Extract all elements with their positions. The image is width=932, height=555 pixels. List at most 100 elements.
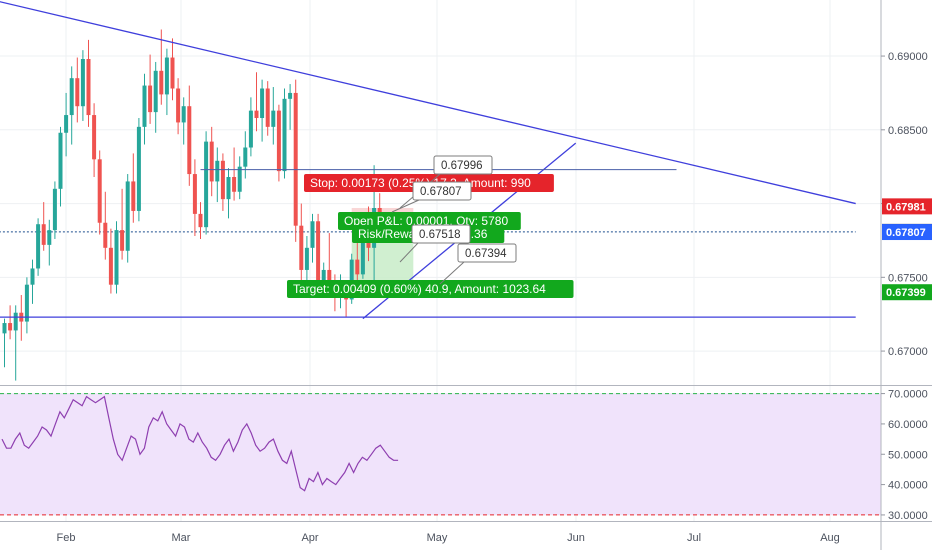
price-tick-label: 0.69000 (888, 51, 928, 63)
candle-body (159, 70, 164, 95)
position-labels-layer: Stop: 0.00173 (0.25%) 17.3, Amount: 990O… (287, 155, 574, 298)
time-tick-label: Feb (57, 532, 76, 544)
candle (260, 79, 265, 142)
candle-body (181, 106, 186, 123)
callout-mid-leader (399, 242, 419, 263)
candle (2, 318, 7, 368)
candle-body (131, 181, 136, 211)
candle-body (75, 78, 80, 107)
candle (80, 50, 85, 121)
candle (108, 228, 113, 294)
candle (164, 48, 169, 116)
candle (8, 305, 13, 340)
rsi-tick-label: 30.0000 (888, 510, 928, 522)
candle (282, 88, 287, 179)
callout-close-text: 0.67807 (420, 186, 462, 198)
rsi-line (1, 395, 399, 492)
candles-layer (2, 29, 382, 381)
price-tick-label: 0.67500 (888, 272, 928, 284)
candle (198, 202, 203, 239)
candle (243, 131, 248, 179)
callout-mid-text: 0.67518 (419, 229, 461, 241)
callout-close: 0.67807 (391, 181, 472, 213)
rsi-tick-label: 60.0000 (888, 419, 928, 431)
candle (310, 213, 315, 263)
price-label-text: 0.67807 (886, 227, 926, 239)
candle-body (355, 259, 360, 275)
candle (271, 87, 276, 145)
candle (47, 219, 52, 266)
callout-close-box (412, 181, 472, 201)
candle (103, 191, 108, 260)
candle-body (349, 259, 354, 300)
candle (187, 85, 192, 186)
candle-body (125, 181, 130, 251)
candle-body (226, 177, 231, 200)
candle (204, 131, 209, 235)
callout-mid-box (411, 224, 471, 244)
callout-high-box (433, 155, 493, 175)
price-label-bg (882, 284, 932, 301)
candle (30, 259, 35, 304)
candle (64, 92, 69, 157)
candle-body (260, 88, 265, 119)
candle (237, 156, 242, 200)
candle-body (237, 166, 242, 192)
trendline-descending-resistance (0, 1, 856, 205)
callout-low: 0.67394 (439, 243, 517, 285)
candle-body (47, 230, 52, 245)
candle-body (64, 115, 69, 133)
candle (97, 150, 102, 235)
rsi-tick-label: 40.0000 (888, 480, 928, 492)
candle (176, 78, 181, 135)
candle-body (69, 78, 74, 116)
candle-body (92, 115, 97, 160)
time-tick-label: Apr (301, 532, 318, 544)
candle (92, 103, 97, 178)
candle (209, 126, 214, 197)
candle (159, 29, 164, 105)
candle-body (204, 141, 209, 228)
candle (69, 66, 74, 145)
candle (13, 305, 18, 381)
candle-body (215, 160, 220, 182)
candle-body (58, 132, 63, 189)
candle-body (254, 110, 259, 119)
candle-body (232, 177, 237, 192)
callout-low-text: 0.67394 (465, 248, 507, 260)
candle-body (243, 147, 248, 167)
candle-body (97, 159, 102, 223)
candle-body (282, 98, 287, 172)
candle-body (310, 221, 315, 248)
price-tick-label: 0.67000 (888, 346, 928, 358)
candle (276, 104, 281, 182)
candle-body (80, 59, 85, 107)
price-label-text: 0.67981 (886, 201, 926, 213)
candle-body (271, 110, 276, 127)
candle (120, 188, 125, 260)
target-label: Target: 0.00409 (0.60%) 40.9, Amount: 10… (287, 280, 574, 298)
candle (265, 81, 270, 136)
time-tick-label: Mar (172, 532, 191, 544)
candle (75, 57, 80, 123)
callout-mid: 0.67518 (399, 224, 471, 263)
callout-close-leader (391, 199, 420, 213)
candle (142, 73, 147, 145)
candle-body (2, 323, 7, 334)
price-label-text: 0.67399 (886, 287, 926, 299)
candle (327, 233, 332, 290)
candle-body (276, 110, 281, 172)
price-label-bg (882, 224, 932, 241)
candle-body (120, 230, 125, 251)
callout-high-text: 0.67996 (441, 160, 483, 172)
price-label-bg (882, 198, 932, 215)
candle-body (24, 284, 29, 322)
candle (24, 277, 29, 334)
candle-body (36, 224, 41, 269)
candle-body (304, 247, 309, 270)
candle-body (327, 269, 332, 281)
candle (299, 203, 304, 284)
price-label-green: 0.67399 (882, 284, 932, 301)
